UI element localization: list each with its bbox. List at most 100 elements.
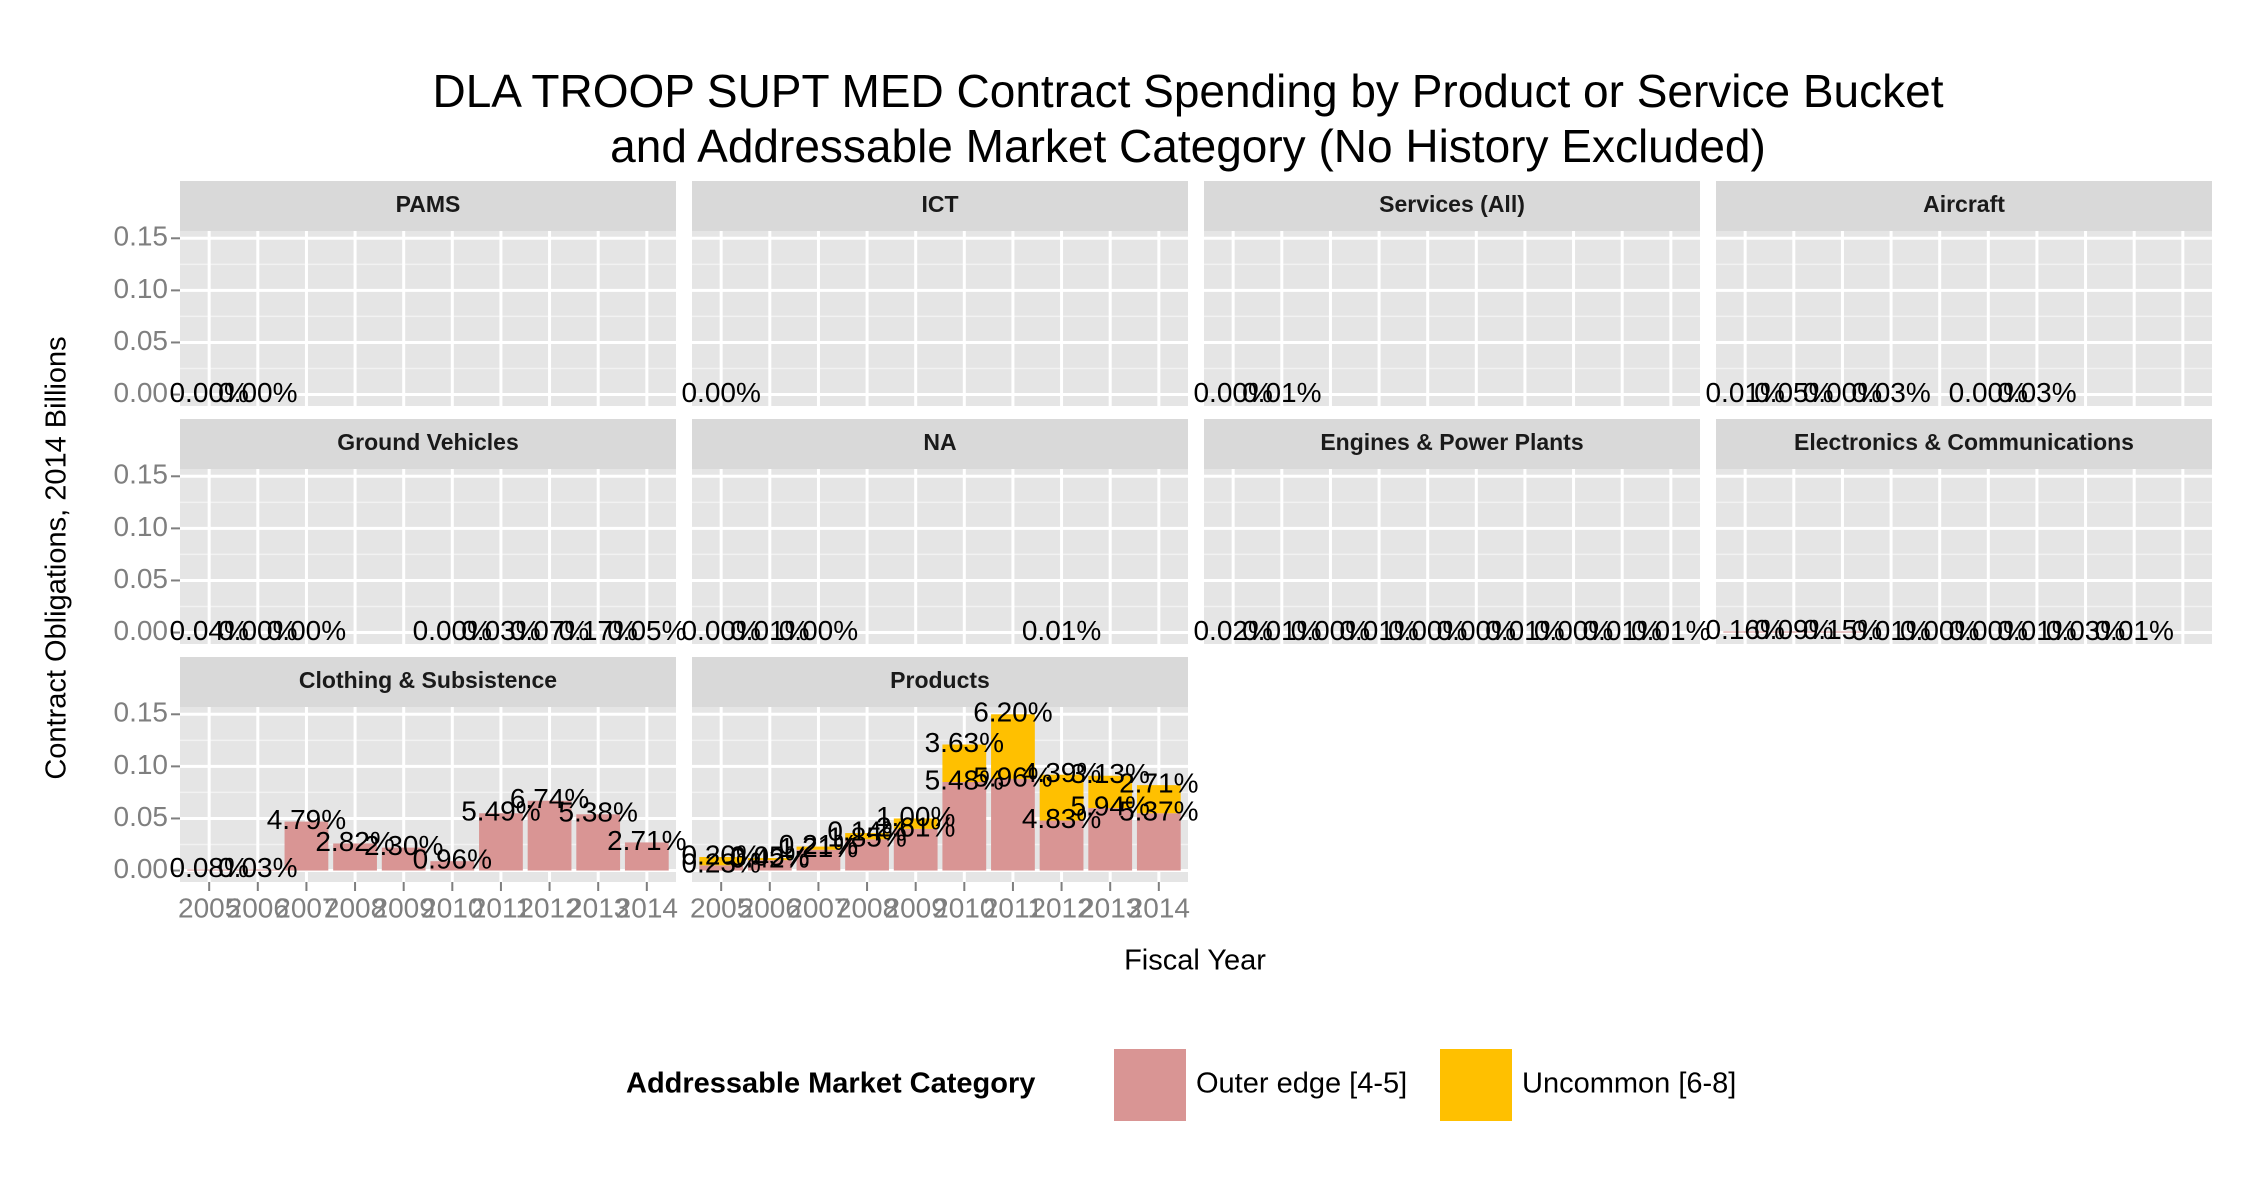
bar (942, 782, 987, 871)
bar (893, 828, 938, 871)
y-tick-label: 0.10 (114, 511, 169, 542)
bar (235, 869, 280, 871)
facet-title: Engines & Power Plants (1320, 429, 1583, 455)
bar-label: 0.21% (779, 829, 858, 860)
facet-title: PAMS (396, 191, 461, 217)
y-axis-title: Contract Obligations, 2014 Billions (41, 336, 73, 779)
facet-title: NA (923, 429, 956, 455)
bar-label: 2.82% (315, 826, 394, 857)
x-tick-label: 2005 (690, 892, 752, 923)
bar-label: 2.30% (364, 830, 443, 861)
bar-label: 0.08% (169, 852, 248, 883)
bar-label: 0.03% (218, 852, 297, 883)
panel-background (180, 469, 676, 644)
bar-label: 0.01% (1997, 615, 2076, 646)
bar-label: 4.79% (267, 804, 346, 835)
bar-label: 0.01% (730, 615, 809, 646)
x-tick-label: 2008 (836, 892, 898, 923)
y-tick-label: 0.10 (114, 749, 169, 780)
bar (699, 857, 744, 866)
bar (624, 842, 669, 871)
bar (1088, 808, 1133, 871)
strip-background (692, 657, 1188, 707)
bar-label: 0.01% (1339, 615, 1418, 646)
bar-label: 5.48% (925, 764, 1004, 795)
bar (796, 849, 841, 871)
bar-label: 1.00% (876, 801, 955, 832)
bar-label: 0.01% (1582, 615, 1661, 646)
x-tick-label: 2006 (227, 892, 289, 923)
bar (845, 833, 889, 840)
bar (1136, 785, 1181, 814)
strip-background (180, 181, 676, 231)
bar (1039, 774, 1084, 821)
bar-label: 0.00% (681, 615, 760, 646)
x-tick-label: 2009 (373, 892, 435, 923)
bar-label: 0.00% (1949, 615, 2028, 646)
strip-background (692, 181, 1188, 231)
bar-label: 0.09% (1754, 614, 1833, 645)
facet-title: Clothing & Subsistence (299, 667, 557, 693)
x-tick-label: 2008 (324, 892, 386, 923)
bar-label: 0.15% (1803, 614, 1882, 645)
strip-background (180, 657, 676, 707)
bar-label: 0.03% (461, 615, 540, 646)
panel-background (1716, 469, 2212, 644)
x-tick-label: 2005 (178, 892, 240, 923)
bar-label: 0.03% (1997, 377, 2076, 408)
bar-label: 5.94% (1070, 790, 1149, 821)
strip-background (1716, 419, 2212, 469)
bar-label: 6.20% (973, 697, 1052, 728)
bar-label: 0.00% (218, 377, 297, 408)
y-tick-label: 0.15 (114, 459, 169, 490)
bar (1723, 631, 1768, 633)
bar (845, 839, 889, 871)
x-tick-label: 2013 (567, 892, 629, 923)
y-tick-label: 0.05 (114, 801, 169, 832)
panel-background (1716, 231, 2212, 406)
bar-label: 0.14% (827, 815, 906, 846)
bar (1820, 631, 1865, 633)
strip-background (1716, 181, 2212, 231)
x-tick-label: 2012 (1030, 892, 1092, 923)
bar-label: 0.00% (218, 615, 297, 646)
bar-label: 2.71% (607, 825, 686, 856)
x-axis-title: Fiscal Year (1124, 945, 1266, 977)
panel-background (1204, 469, 1700, 644)
bar-label: 0.07% (510, 615, 589, 646)
bar-label: 5.96% (973, 761, 1052, 792)
bar-label: 0.01% (1631, 615, 1710, 646)
bar-label: 0.00% (1534, 615, 1613, 646)
bar (430, 861, 475, 871)
legend-label: Uncommon [6-8] (1522, 1068, 1736, 1100)
y-tick-label: 0.05 (114, 563, 169, 594)
y-tick-label: 0.00 (114, 615, 169, 646)
bar (699, 865, 744, 871)
bar-label: 1.85% (827, 822, 906, 853)
bar-label: 5.49% (461, 796, 540, 827)
bar-label: 0.00% (1900, 615, 1979, 646)
facet-title: Electronics & Communications (1794, 429, 2134, 455)
y-tick-label: 0.00 (114, 377, 169, 408)
bar-label: 0.16% (1705, 614, 1784, 645)
bar (479, 813, 523, 871)
bar (893, 818, 938, 829)
bar-label: 3.13% (1070, 758, 1149, 789)
bar-label: 0.00% (1437, 615, 1516, 646)
legend: Outer edge [4-5] Uncommon [6-8] (1114, 1049, 1736, 1121)
facet-title: Aircraft (1923, 191, 2005, 217)
bar-label: 2.61% (876, 811, 955, 842)
chart-title: and Addressable Market Category (No Hist… (610, 120, 1766, 172)
bar-label: 0.00% (779, 615, 858, 646)
facet-title: Products (890, 667, 990, 693)
bar (991, 778, 1035, 871)
bar (576, 814, 621, 871)
bar (187, 869, 232, 871)
x-tick-label: 2014 (1128, 892, 1190, 923)
bar-label: 0.01% (1242, 615, 1321, 646)
bar-label: 0.03% (1851, 377, 1930, 408)
x-tick-label: 2013 (1079, 892, 1141, 923)
x-tick-label: 2007 (787, 892, 849, 923)
bar-label: 0.01% (1851, 615, 1930, 646)
